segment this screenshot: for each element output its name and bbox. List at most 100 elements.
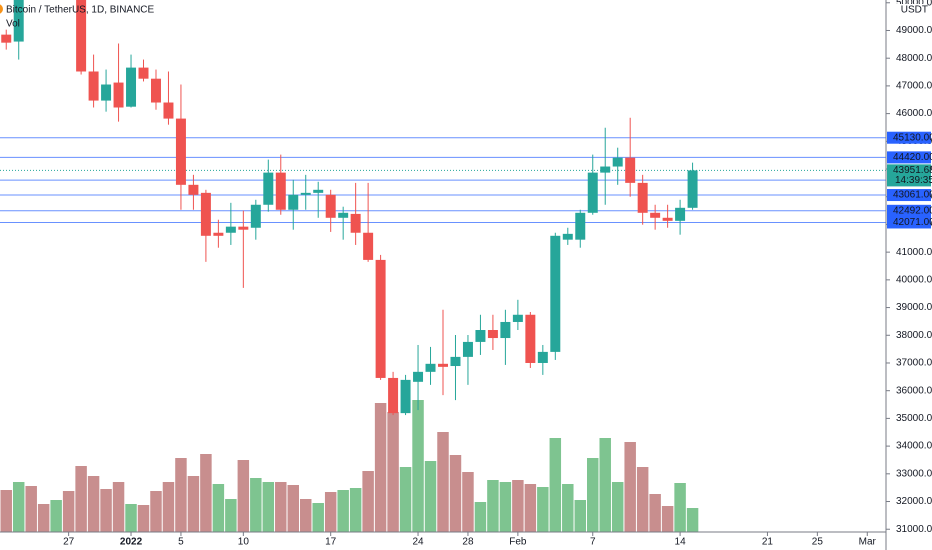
- candle-body: [662, 217, 673, 221]
- volume-bar: [399, 467, 412, 532]
- volume-bar: [387, 412, 399, 532]
- candle-body: [150, 78, 161, 103]
- volume-bar: [299, 499, 312, 532]
- y-tick-label: 36000.00: [896, 385, 932, 396]
- candle-body: [537, 351, 548, 363]
- candle-body: [462, 341, 473, 357]
- volume-bar: [674, 483, 686, 532]
- candle-body: [562, 233, 573, 240]
- volume-bar: [225, 499, 237, 532]
- volume-bar: [487, 480, 499, 532]
- x-tick-label: 21: [762, 537, 774, 548]
- volume-bar: [437, 432, 449, 532]
- volume-bar: [337, 490, 349, 532]
- candle-body: [425, 363, 436, 372]
- volume-bar: [686, 508, 699, 532]
- candle-body: [675, 207, 686, 221]
- volume-bar: [462, 472, 474, 532]
- candle-body: [388, 377, 399, 414]
- candle-body: [550, 235, 561, 352]
- volume-bar: [424, 461, 437, 532]
- currency-bg: [892, 4, 926, 16]
- volume-bar: [175, 458, 187, 532]
- volume-bar: [574, 500, 587, 532]
- candle-body: [313, 189, 324, 193]
- volume-title: Vol: [6, 19, 20, 30]
- volume-bar: [237, 460, 250, 532]
- candle-body: [500, 321, 511, 339]
- volume-bar: [250, 478, 262, 532]
- candle-body: [350, 213, 361, 233]
- candle-body: [213, 232, 224, 236]
- candle-body: [300, 192, 311, 195]
- candle-body: [400, 379, 411, 414]
- candle-body: [1, 34, 12, 43]
- volume-bar: [62, 491, 75, 532]
- candle-body: [487, 330, 498, 339]
- x-tick-label: 25: [812, 537, 824, 548]
- x-tick-label: Mar: [859, 537, 877, 548]
- x-tick-label: 27: [63, 537, 75, 548]
- volume-bar: [587, 458, 599, 532]
- candle-body: [475, 330, 486, 342]
- volume-bar: [524, 484, 537, 532]
- x-tick-label: Feb: [509, 537, 527, 548]
- x-tick-label: 2022: [120, 537, 143, 548]
- candle-body: [200, 192, 211, 236]
- level-label: 42071.00: [893, 217, 932, 228]
- volume-bar: [649, 494, 661, 532]
- candle-body: [76, 0, 87, 72]
- candle-body: [438, 363, 448, 367]
- last-price-bg: [887, 164, 931, 187]
- x-tick-label: 5: [178, 537, 184, 548]
- x-tick-label: 17: [325, 537, 337, 548]
- candle-body: [250, 204, 261, 228]
- candle-body: [450, 356, 461, 367]
- candle-body: [363, 232, 374, 260]
- volume-bar: [275, 482, 287, 532]
- volume-bar: [636, 467, 649, 532]
- candle-body: [113, 82, 124, 108]
- candle-body: [188, 184, 199, 195]
- last-price-label: 43951.68: [893, 165, 932, 176]
- time-axis-bg: [0, 532, 886, 550]
- volume-bar: [474, 502, 487, 532]
- volume-bar: [611, 482, 624, 532]
- volume-bar: [100, 489, 112, 532]
- symbol-icon: [0, 4, 3, 14]
- chart-title: Bitcoin / TetherUS, 1D, BINANCE: [6, 5, 155, 16]
- level-label-bg: [887, 131, 931, 144]
- candle-body: [13, 0, 24, 42]
- level-label-bg: [887, 204, 931, 217]
- volume-bar: [661, 506, 674, 532]
- candle-body: [325, 194, 336, 218]
- y-tick-label: 49000.00: [896, 25, 932, 36]
- candle-body: [288, 194, 299, 210]
- volume-bar: [362, 471, 374, 532]
- candle-body: [512, 314, 523, 322]
- candle-body: [338, 212, 349, 218]
- volume-bar: [549, 438, 562, 532]
- y-tick-label: 40000.00: [896, 274, 932, 285]
- volume-bar: [287, 485, 299, 532]
- candle-body: [263, 172, 274, 205]
- level-label-bg: [887, 216, 931, 229]
- x-tick-label: 14: [675, 537, 687, 548]
- countdown-label: 14:39:35: [895, 175, 932, 186]
- candle-body: [138, 67, 149, 79]
- y-tick-label: 38000.00: [896, 330, 932, 341]
- volume-bar: [512, 480, 524, 532]
- y-tick-label: 34000.00: [896, 441, 932, 452]
- volume-bar: [262, 482, 275, 532]
- volume-bar: [200, 454, 212, 532]
- volume-bar: [12, 482, 25, 532]
- y-tick-label: 39000.00: [896, 302, 932, 313]
- candle-body: [650, 212, 661, 218]
- candle-body: [225, 226, 236, 233]
- plot-area: [0, 0, 886, 532]
- volume-bar: [25, 486, 37, 532]
- y-tick-label: 46000.00: [896, 108, 932, 119]
- candle-body: [612, 157, 623, 167]
